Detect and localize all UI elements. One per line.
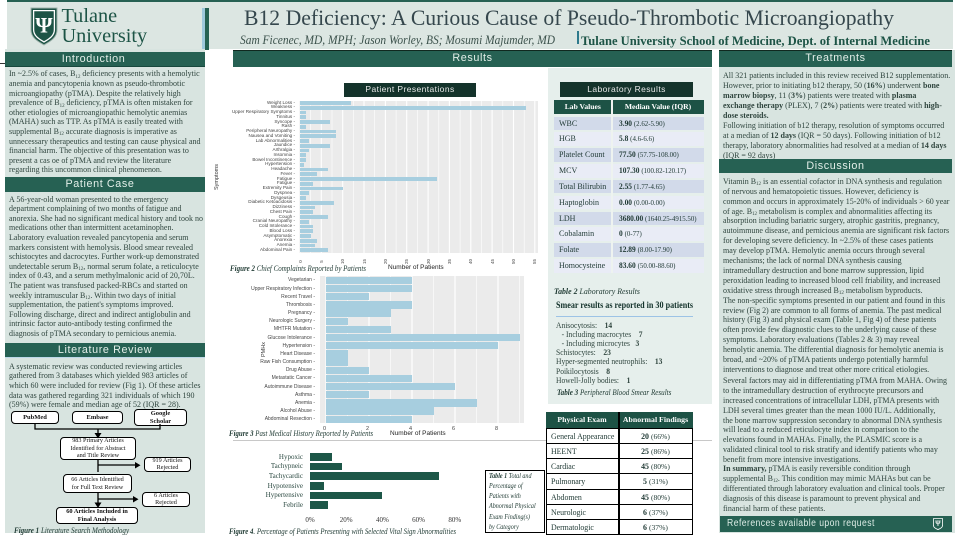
svg-text:Ψ: Ψ — [35, 13, 53, 38]
svg-text:Ψ: Ψ — [935, 520, 941, 527]
